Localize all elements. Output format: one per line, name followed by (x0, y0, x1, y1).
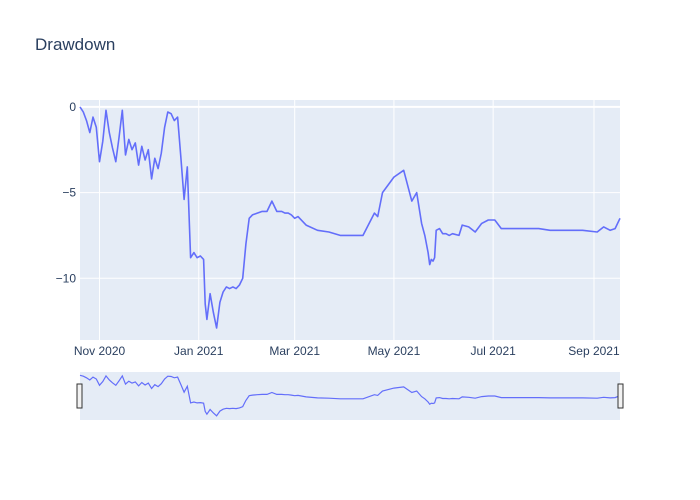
x-tick-label: Jul 2021 (470, 344, 516, 358)
x-tick-label: Jan 2021 (174, 344, 224, 358)
x-tick-label: May 2021 (368, 344, 421, 358)
x-axis-tick-labels: Nov 2020 Jan 2021 Mar 2021 May 2021 Jul … (74, 344, 620, 358)
x-tick-label: Nov 2020 (74, 344, 126, 358)
range-slider-left-handle[interactable] (76, 383, 83, 409)
plot-area (80, 100, 620, 340)
range-slider-preview-line (79, 374, 621, 417)
y-axis-tick-labels: 0 −5 −10 (56, 100, 77, 285)
y-tick-label: 0 (69, 100, 76, 114)
range-slider-right-handle[interactable] (617, 383, 624, 409)
y-gridlines (80, 105, 620, 279)
y-tick-label: −10 (56, 271, 77, 285)
x-gridlines (99, 100, 595, 340)
chart-title: Drawdown (35, 35, 115, 54)
y-tick-label: −5 (62, 186, 76, 200)
x-tick-label: Mar 2021 (269, 344, 320, 358)
drawdown-series-line (79, 106, 621, 329)
x-tick-label: Sep 2021 (568, 344, 620, 358)
range-slider[interactable] (80, 372, 620, 420)
